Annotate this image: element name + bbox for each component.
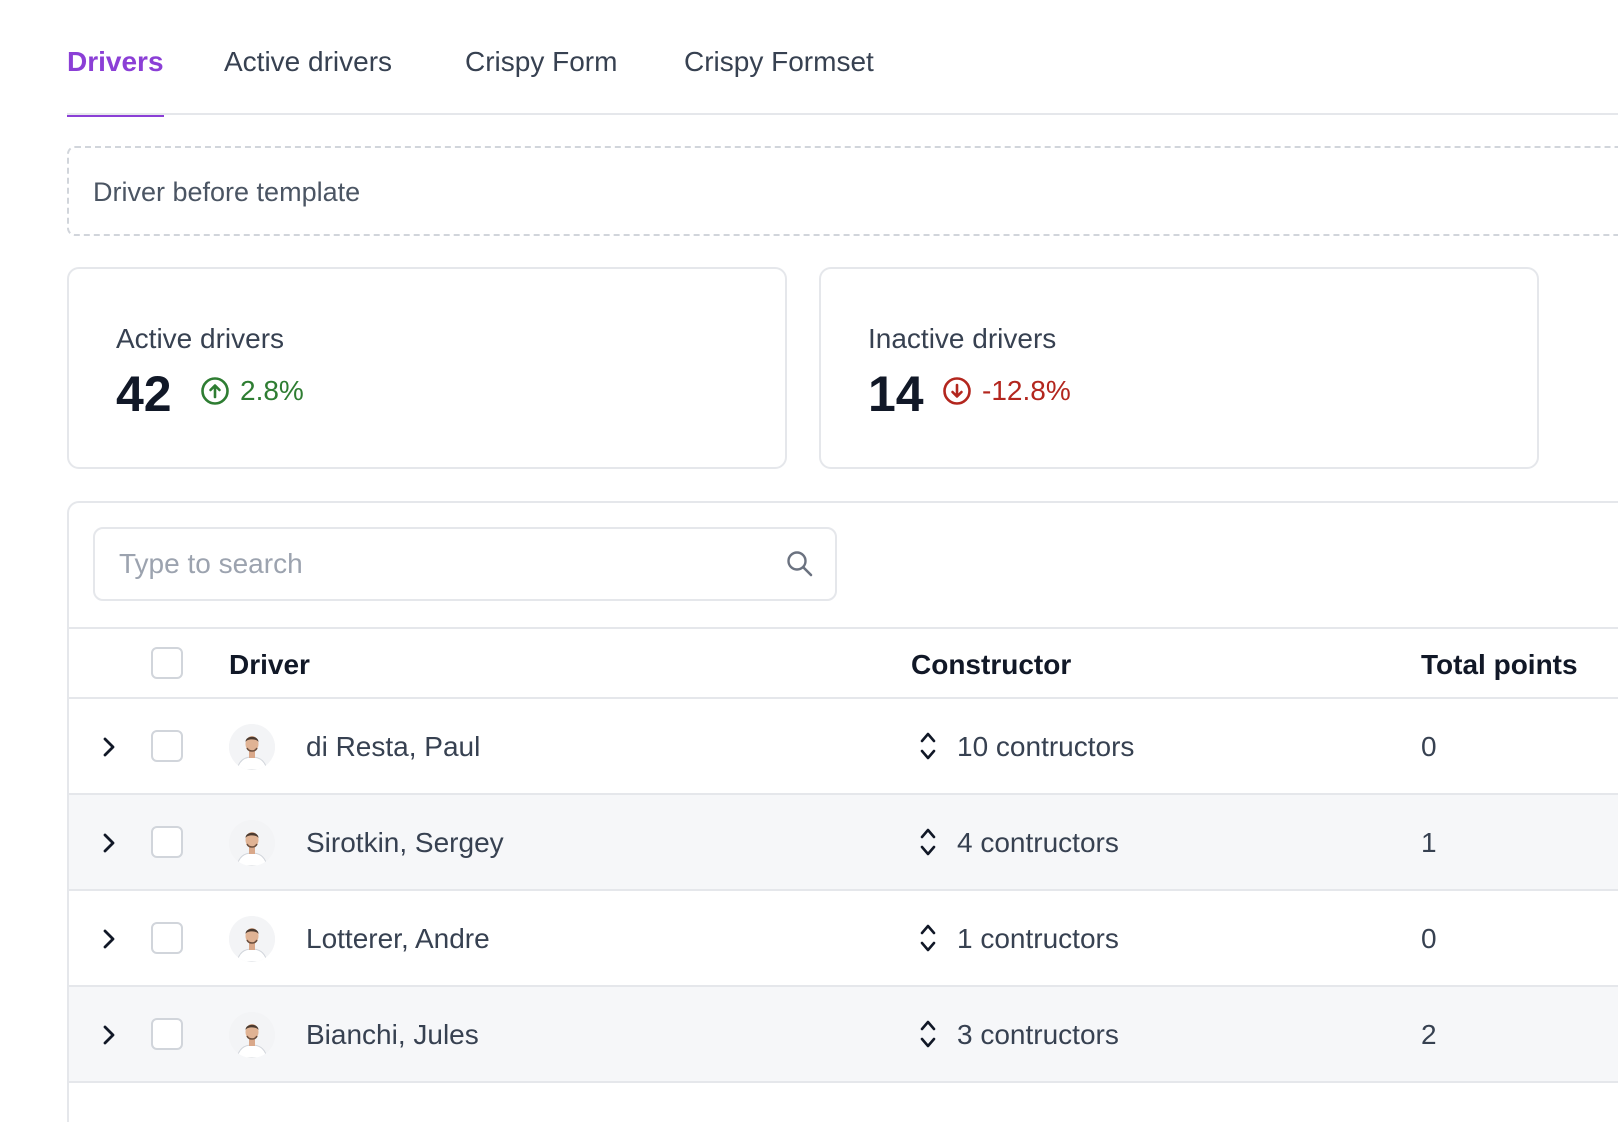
search-icon[interactable] [785, 549, 815, 579]
tab-drivers[interactable]: Drivers [67, 46, 164, 117]
row-checkbox[interactable] [151, 826, 183, 858]
expand-collapse-icon[interactable] [917, 825, 939, 859]
constructor-count: 3 contructors [957, 1019, 1119, 1050]
driver-photo-icon [229, 916, 275, 962]
stat-trend-value: 2.8% [240, 375, 304, 406]
search-box [93, 527, 837, 601]
total-points: 0 [1421, 923, 1437, 954]
total-points: 1 [1421, 827, 1437, 858]
avatar [229, 916, 275, 962]
tab-crispy-form[interactable]: Crispy Form [465, 46, 618, 77]
table-row[interactable]: Sirotkin, Sergey 4 contructors 1 [69, 795, 1618, 891]
stat-card-inactive-drivers: Inactive drivers 14 -12.8% [819, 267, 1539, 469]
driver-name: Bianchi, Jules [306, 1019, 479, 1050]
constructor-count: 10 contructors [957, 731, 1135, 762]
row-checkbox[interactable] [151, 1018, 183, 1050]
stat-value: 14 [868, 366, 924, 422]
expand-collapse-icon[interactable] [917, 729, 939, 763]
tab-bar: Drivers Active drivers Crispy Form Crisp… [67, 0, 1618, 117]
expand-collapse-icon[interactable] [917, 1017, 939, 1051]
column-header-total-points[interactable]: Total points [1421, 649, 1578, 680]
banner-text: Driver before template [93, 177, 361, 207]
stat-trend-up: 2.8% [200, 374, 304, 408]
row-checkbox[interactable] [151, 730, 183, 762]
driver-photo-icon [229, 724, 275, 770]
search-input[interactable] [95, 529, 835, 599]
arrow-down-circle-icon [943, 377, 971, 405]
stat-value: 42 [116, 366, 172, 422]
select-all-checkbox[interactable] [151, 647, 183, 679]
table-row[interactable]: Lotterer, Andre 1 contructors 0 [69, 891, 1618, 987]
column-header-driver[interactable]: Driver [229, 649, 310, 680]
chevron-right-icon[interactable] [99, 925, 119, 953]
chevron-right-icon[interactable] [99, 1021, 119, 1049]
tab-active-drivers[interactable]: Active drivers [224, 46, 393, 77]
row-checkbox[interactable] [151, 922, 183, 954]
avatar [229, 820, 275, 866]
driver-photo-icon [229, 1012, 275, 1058]
driver-name: di Resta, Paul [306, 731, 481, 762]
constructor-count: 4 contructors [957, 827, 1119, 858]
total-points: 0 [1421, 731, 1437, 762]
table-row[interactable]: Bianchi, Jules 3 contructors 2 [69, 987, 1618, 1083]
drivers-table-panel: Driver Constructor Total points di Resta… [67, 501, 1618, 1122]
driver-name: Sirotkin, Sergey [306, 827, 504, 858]
column-header-constructor[interactable]: Constructor [911, 649, 1072, 680]
avatar [229, 1012, 275, 1058]
tab-crispy-formset[interactable]: Crispy Formset [684, 46, 874, 77]
table-row[interactable]: di Resta, Paul 10 contructors 0 [69, 699, 1618, 795]
avatar [229, 724, 275, 770]
total-points: 2 [1421, 1019, 1437, 1050]
stat-card-active-drivers: Active drivers 42 2.8% [67, 267, 787, 469]
table-header: Driver Constructor Total points [69, 627, 1618, 699]
constructor-count: 1 contructors [957, 923, 1119, 954]
driver-name: Lotterer, Andre [306, 923, 490, 954]
expand-collapse-icon[interactable] [917, 921, 939, 955]
chevron-right-icon[interactable] [99, 829, 119, 857]
stat-trend-down: -12.8% [942, 374, 1071, 408]
chevron-right-icon[interactable] [99, 733, 119, 761]
driver-photo-icon [229, 820, 275, 866]
arrow-up-circle-icon [201, 377, 229, 405]
stat-label: Inactive drivers [868, 323, 1057, 354]
stat-trend-value: -12.8% [982, 375, 1071, 406]
template-placeholder-banner: Driver before template [67, 146, 1618, 236]
stat-label: Active drivers [116, 323, 285, 354]
